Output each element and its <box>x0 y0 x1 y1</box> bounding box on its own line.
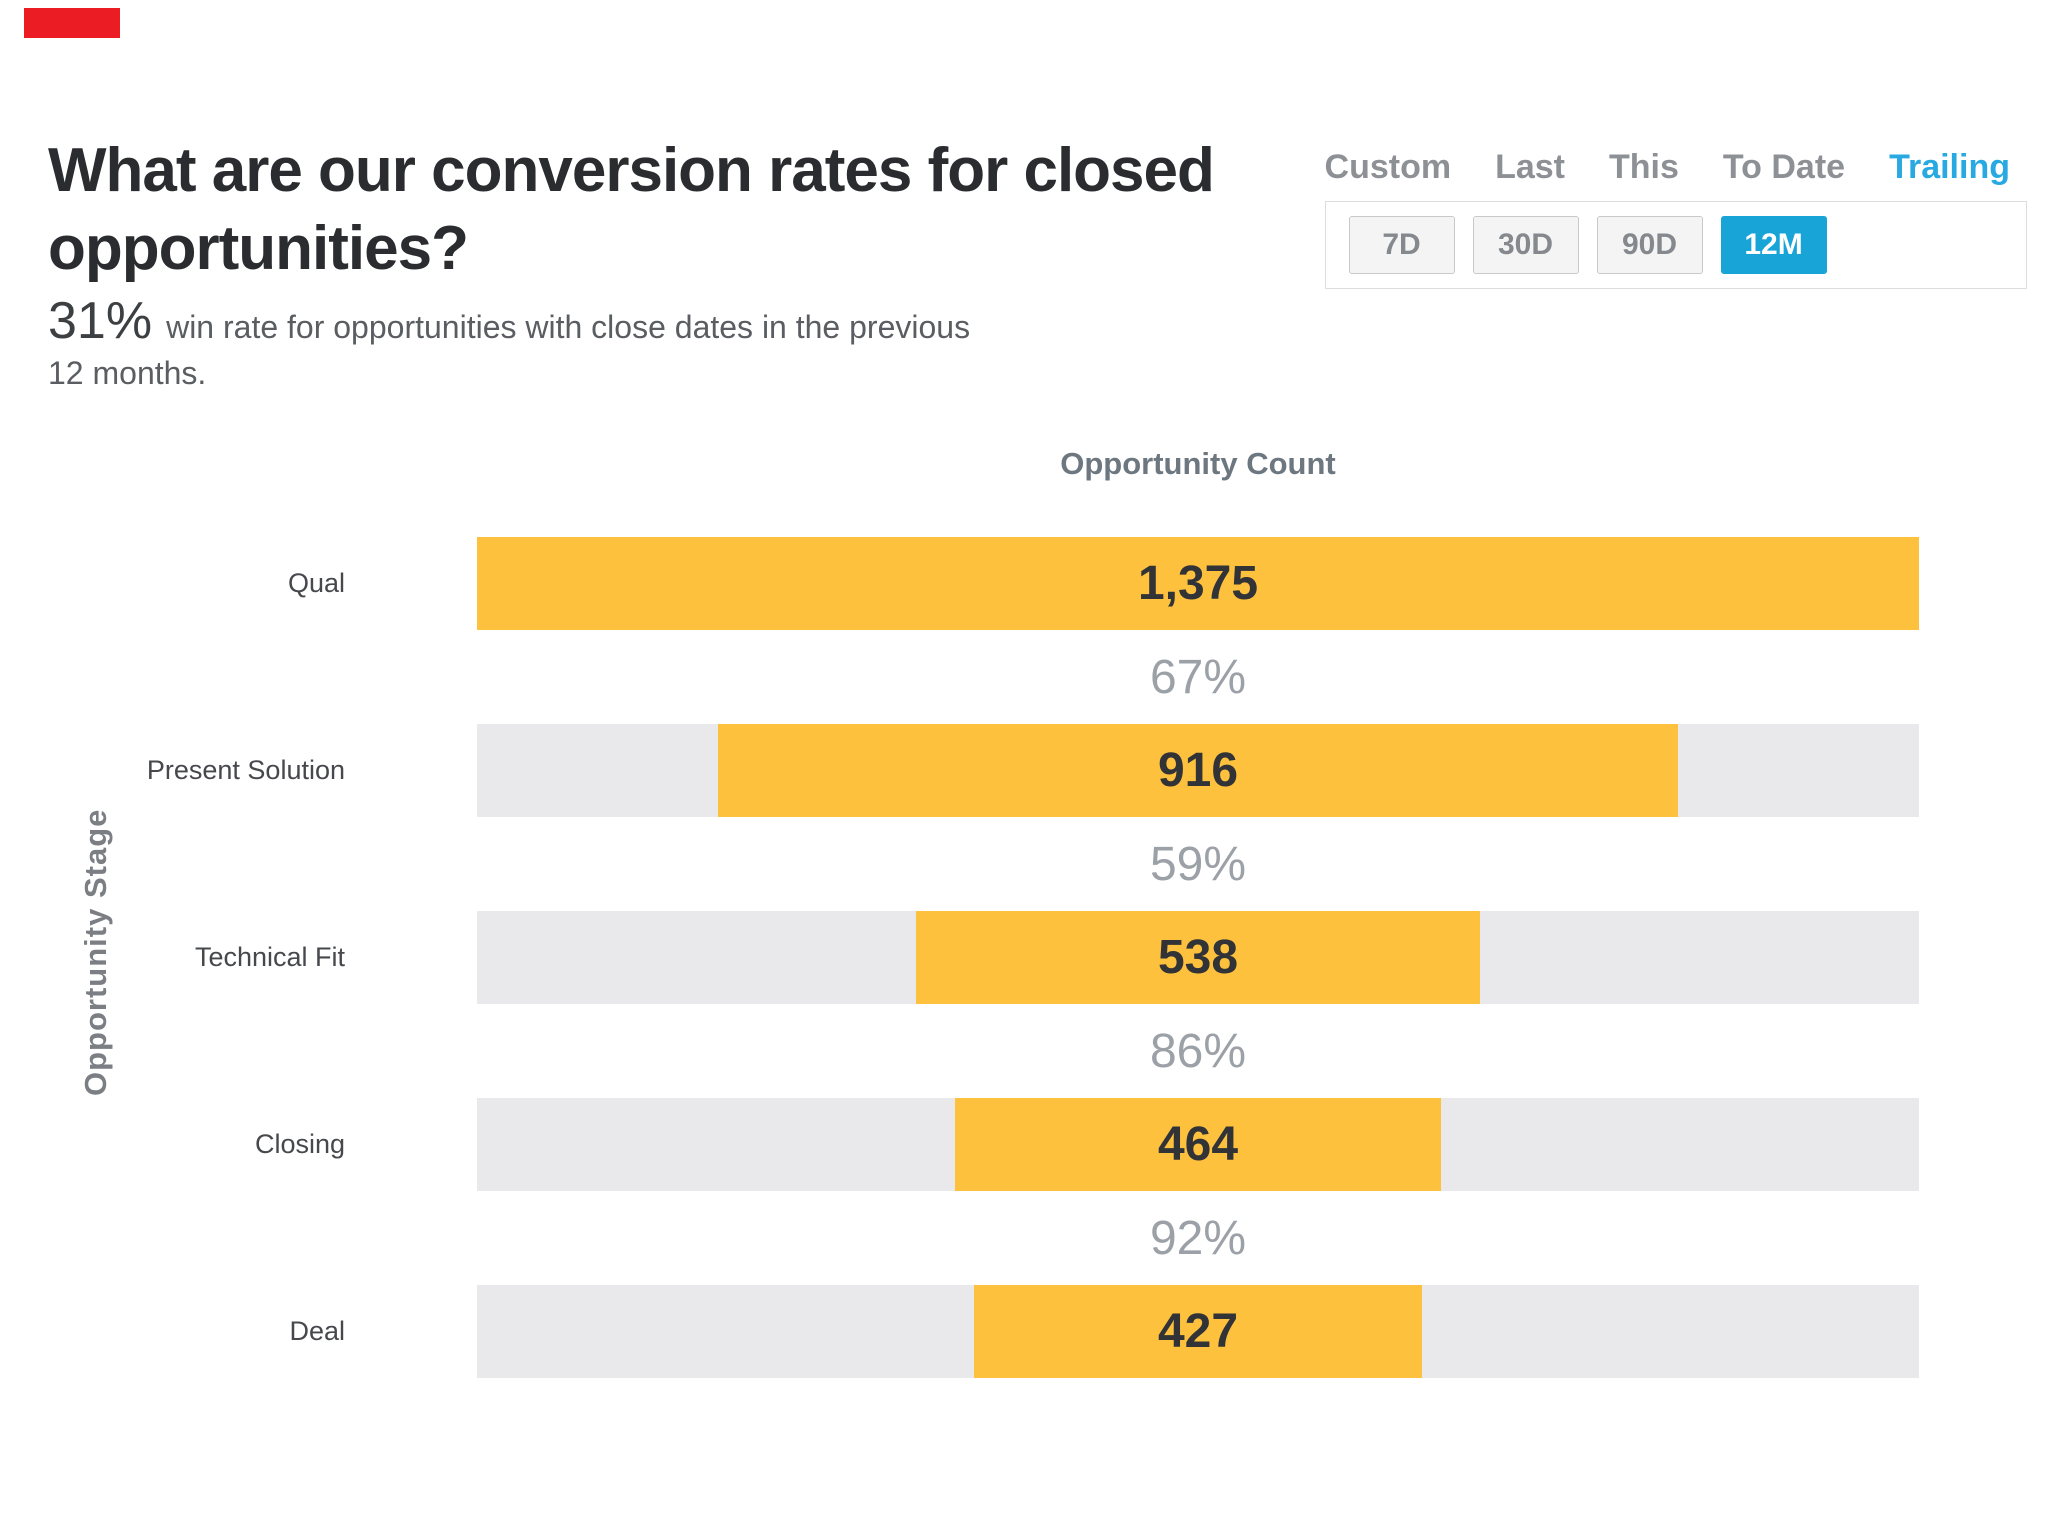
range-button-7d[interactable]: 7D <box>1348 216 1455 274</box>
time-mode-tabs: Custom Last This To Date Trailing <box>1325 148 2027 187</box>
tab-trailing[interactable]: Trailing <box>1889 148 2010 186</box>
row-label: Present Solution <box>146 755 345 785</box>
conversion-label: 86% <box>1149 1024 1247 1078</box>
range-button-30d[interactable]: 30D <box>1472 216 1579 274</box>
win-rate-text-line2: 12 months. <box>48 355 207 391</box>
red-badge <box>24 8 120 38</box>
row-label: Qual <box>287 568 345 598</box>
bar-track: 916 <box>477 724 1919 817</box>
funnel-row-technical-fit: Technical Fit 538 <box>0 911 2048 1004</box>
bar-value: 1,375 <box>1137 557 1259 610</box>
funnel-row-qual: Qual 1,375 <box>0 537 2048 630</box>
bar-value: 464 <box>1157 1118 1239 1171</box>
tab-custom[interactable]: Custom <box>1324 148 1452 186</box>
bar-track: 538 <box>477 911 1919 1004</box>
summary-stat: 31% win rate for opportunities with close… <box>48 295 1208 396</box>
funnel-rows: Qual 1,375 67% Present Solution 916 59% <box>0 537 2048 1378</box>
range-button-90d[interactable]: 90D <box>1596 216 1703 274</box>
win-rate-text: win rate for opportunities with close da… <box>166 309 971 345</box>
page-title: What are our conversion rates for closed… <box>48 136 1215 283</box>
bar-deal[interactable]: 427 <box>973 1285 1423 1378</box>
tab-this[interactable]: This <box>1609 148 1679 186</box>
row-label: Closing <box>254 1129 345 1159</box>
bar-value: 538 <box>1157 931 1239 984</box>
funnel-row-deal: Deal 427 <box>0 1285 2048 1378</box>
conversion-label: 92% <box>1149 1211 1247 1265</box>
tab-to-date[interactable]: To Date <box>1722 148 1846 186</box>
bar-track: 464 <box>477 1098 1919 1191</box>
win-rate-value: 31% <box>48 292 153 350</box>
bar-value: 427 <box>1157 1305 1239 1358</box>
bar-closing[interactable]: 464 <box>955 1098 1441 1191</box>
bar-track: 427 <box>477 1285 1919 1378</box>
conversion-label: 59% <box>1149 837 1247 891</box>
chart-title: Opportunity Count <box>1060 446 1336 481</box>
bar-qual[interactable]: 1,375 <box>477 537 1919 630</box>
bar-value: 916 <box>1157 744 1239 797</box>
funnel-row-present-solution: Present Solution 916 <box>0 724 2048 817</box>
range-button-12m[interactable]: 12M <box>1720 216 1827 274</box>
conversion-label: 67% <box>1149 650 1247 704</box>
row-label: Deal <box>289 1316 345 1346</box>
range-button-group: 7D 30D 90D 12M <box>1324 201 2027 289</box>
time-range-controls: Custom Last This To Date Trailing 7D 30D… <box>1324 148 2027 289</box>
row-label: Technical Fit <box>194 942 345 972</box>
y-axis-label: Opportunity Stage <box>78 808 113 1096</box>
tab-last[interactable]: Last <box>1495 148 1566 186</box>
bar-technical-fit[interactable]: 538 <box>916 911 1480 1004</box>
bar-track: 1,375 <box>477 537 1919 630</box>
bar-present-solution[interactable]: 916 <box>717 724 1679 817</box>
funnel-chart: Opportunity Count Qual 1,375 67% Present… <box>0 446 2048 1378</box>
funnel-row-closing: Closing 464 <box>0 1098 2048 1191</box>
